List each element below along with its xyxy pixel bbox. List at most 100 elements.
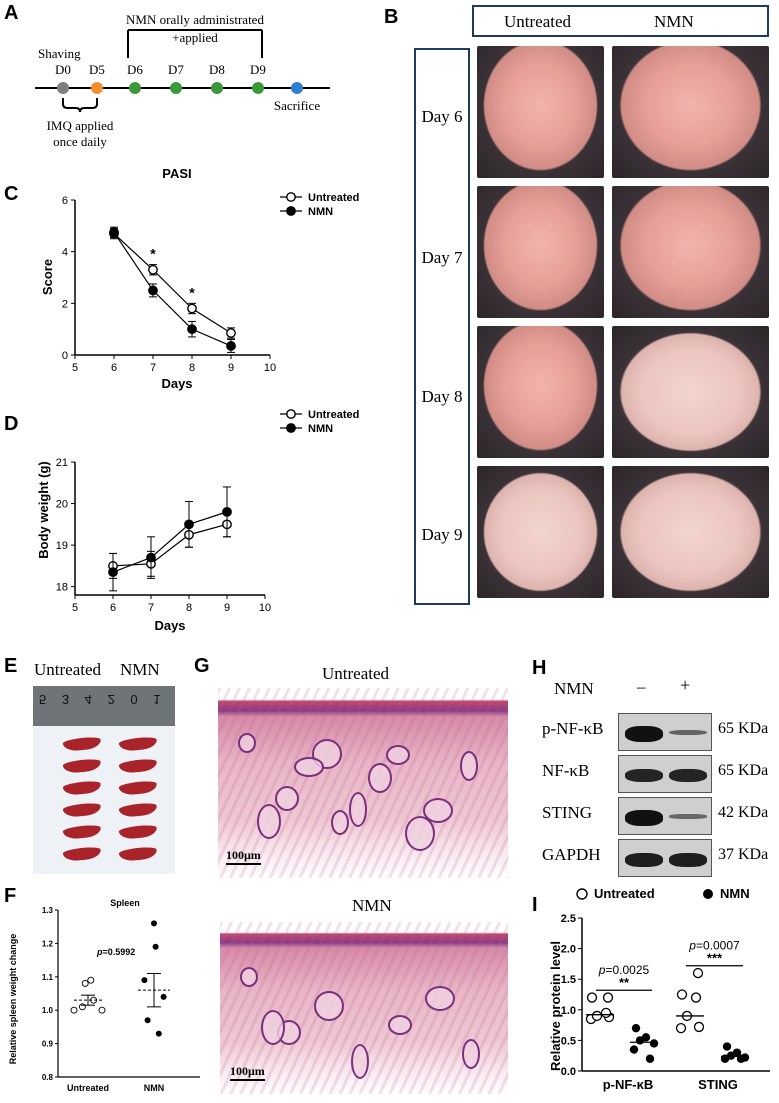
timeline-dot-5 <box>252 82 264 94</box>
protein-ytick-label-1: 0.5 <box>561 1035 576 1047</box>
weight-xtick-label-2: 7 <box>148 602 154 614</box>
weight-xtick-label-1: 6 <box>110 602 116 614</box>
protein-1-untreated-point-0 <box>675 1023 687 1034</box>
protein-0-nmn-point-2 <box>649 1039 659 1048</box>
protein-1-nmn-point-5 <box>722 1042 732 1051</box>
pasi-xtick-label-0: 5 <box>72 362 78 374</box>
follicle <box>351 1044 369 1079</box>
panel-label-c: C <box>4 183 19 205</box>
protein-legend-marker-1 <box>703 889 713 899</box>
spleen-ytick-label-5: 1.3 <box>42 906 54 915</box>
weight-series-1-point-1 <box>146 552 156 563</box>
timeline-dot-2 <box>129 82 141 94</box>
western-band-1-0 <box>625 768 663 783</box>
pasi-xtick-label-2: 7 <box>150 362 156 374</box>
western-protein-label-1: NF-κB <box>542 761 590 780</box>
histology-nmn-label: NMN <box>352 896 392 915</box>
spleen-pvalue: p=0.5992 <box>96 947 135 957</box>
weight-xtick-label-3: 8 <box>186 602 192 614</box>
photo-untreated-day9 <box>477 466 604 598</box>
timeline-dot-3 <box>170 82 182 94</box>
western-protein-label-0: p-NF-κB <box>542 719 604 738</box>
ruler: 5 3 4 2 0 1 <box>33 686 175 726</box>
col-untreated-label: Untreated <box>504 12 572 31</box>
follicle <box>294 757 324 777</box>
follicle <box>425 986 455 1011</box>
spleen-ytick-label-4: 1.2 <box>42 939 54 948</box>
follicle <box>238 733 256 753</box>
scale-bar-nmn: 100μm <box>230 1064 265 1081</box>
follicle <box>388 1015 412 1035</box>
spleen-nmn-point-3 <box>141 977 148 984</box>
protein-ytick-label-3: 1.5 <box>561 974 576 986</box>
follicle <box>314 991 344 1021</box>
protein-ytick-label-0: 0.0 <box>561 1066 576 1078</box>
follicle <box>261 1010 285 1045</box>
weight-ytick-label-2: 20 <box>56 499 68 511</box>
pasi-chart: PASI Score Days 5 6 7 8 9 10 0 2 4 6 * * Untreated NM… <box>40 166 359 391</box>
protein-0-nmn-point-1 <box>629 1045 639 1054</box>
scale-bar-untreated-label: 100μm <box>226 848 261 862</box>
protein-0-nmn-point-4 <box>641 1033 651 1042</box>
spleen-category-0: Untreated <box>67 1083 109 1093</box>
spleen-col-nmn: NMN <box>120 660 160 679</box>
timeline-dot-1 <box>91 82 103 94</box>
timeline-day-0: D0 <box>55 62 71 77</box>
western-blot-row-0 <box>618 713 712 751</box>
photo-column-header: Untreated NMN <box>472 5 769 37</box>
timeline-dot-0 <box>57 82 69 94</box>
protein-1-stars: *** <box>707 951 723 966</box>
western-band-0-0 <box>625 726 663 742</box>
spleen-organ <box>62 824 102 840</box>
timeline-header-2: +applied <box>172 30 218 45</box>
pasi-star-1: * <box>189 284 195 300</box>
timeline-day-5: D9 <box>250 62 266 77</box>
protein-1-untreated-point-4 <box>676 989 688 1000</box>
follicle <box>257 804 281 839</box>
western-treatment-label: NMN <box>554 679 594 698</box>
photo-untreated-day8 <box>477 326 604 458</box>
protein-0-untreated-point-4 <box>586 992 598 1003</box>
western-protein-label-2: STING <box>542 803 593 822</box>
histology-untreated-label: Untreated <box>322 664 390 683</box>
protein-category-0: p-NF-κB <box>603 1077 654 1092</box>
spleen-organ <box>62 846 102 862</box>
spleen-ylabel: Relative spleen weight change <box>8 934 18 1065</box>
imq-label-2: once daily <box>53 134 107 149</box>
spleen-col-untreated: Untreated <box>34 660 102 679</box>
pasi-series-0-line <box>113 233 232 334</box>
follicle <box>405 816 435 851</box>
protein-0-untreated-point-5 <box>602 992 614 1003</box>
western-size-label-2: 42 KDa <box>718 804 769 821</box>
weight-legend-0: Untreated <box>308 409 359 421</box>
panel-label-a: A <box>4 2 19 24</box>
histology-nmn: 100μm <box>220 922 508 1094</box>
spleen-category-1: NMN <box>144 1083 165 1093</box>
spleen-untreated-point-1 <box>98 1006 106 1014</box>
weight-series-1-point-0 <box>108 567 118 578</box>
histology-untreated: 100μm <box>218 688 508 878</box>
western-band-3-1 <box>669 852 707 867</box>
follicle <box>368 763 392 793</box>
timeline-day-4: D8 <box>209 62 225 77</box>
weight-series-0-line <box>112 523 228 567</box>
timeline-day-1: D5 <box>89 62 105 77</box>
pasi-xtick-label-1: 6 <box>111 362 117 374</box>
photo-nmn-day8 <box>612 326 769 458</box>
protein-ylabel: Relative protein level <box>548 941 563 1071</box>
spleen-ytick-label-3: 1.1 <box>42 973 54 982</box>
pasi-title: PASI <box>162 166 191 181</box>
spleen-untreated-point-0 <box>70 1006 78 1014</box>
panel-label-f: F <box>4 885 17 907</box>
protein-category-1: STING <box>698 1077 738 1092</box>
timeline-dot-6 <box>291 82 303 94</box>
ruler-digits: 5 3 4 2 0 1 <box>39 692 167 707</box>
western-blot-row-3 <box>618 839 712 877</box>
timeline-dot-4 <box>211 82 223 94</box>
spleen-organ <box>118 758 158 774</box>
timeline-diagram: NMN orally administrated +applied Shavin… <box>35 12 330 149</box>
pasi-legend-0: Untreated <box>308 192 359 204</box>
photo-untreated-day6 <box>477 46 604 178</box>
protein-0-pvalue: p=0.0025 <box>598 963 650 977</box>
sacrifice-label: Sacrifice <box>274 98 320 113</box>
